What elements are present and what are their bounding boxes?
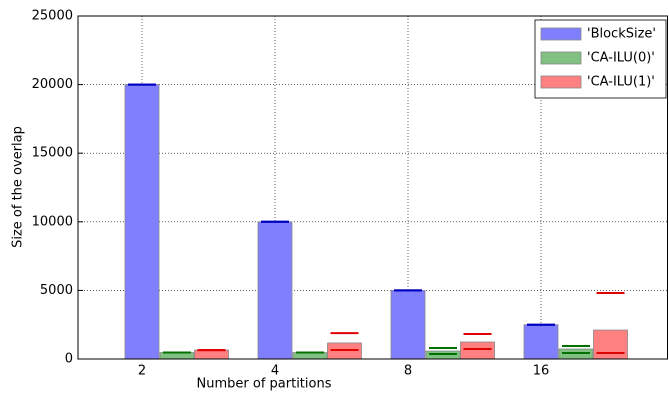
bar: [390, 289, 426, 360]
y-tick-label: 5000: [40, 283, 73, 298]
x-axis-title: Number of partitions: [197, 377, 332, 392]
bar: [124, 84, 160, 360]
y-tick-label: 10000: [32, 214, 73, 229]
x-tick-label: 8: [404, 364, 412, 379]
y-tick-label: 25000: [32, 9, 73, 24]
x-tick-label: 16: [533, 364, 550, 379]
bar: [257, 221, 293, 360]
bar: [523, 324, 559, 360]
y-axis-title: Size of the overlap: [11, 126, 26, 248]
bar: [558, 348, 594, 360]
y-tick-label: 15000: [32, 146, 73, 161]
y-tick-label: 0: [65, 352, 73, 367]
bar: [460, 341, 495, 360]
x-tick-label: 4: [271, 364, 279, 379]
legend-swatch: [540, 75, 582, 89]
legend-swatch: [540, 27, 582, 41]
legend-label: 'CA-ILU(0)': [587, 51, 655, 66]
legend-label: 'CA-ILU(1)': [587, 75, 655, 90]
x-tick-label: 2: [138, 364, 146, 379]
legend-swatch: [540, 51, 582, 65]
bar: [327, 342, 362, 360]
bar: [194, 349, 229, 360]
y-tick-label: 20000: [32, 77, 73, 92]
plot-frame: [77, 15, 668, 360]
legend-label: 'BlockSize': [587, 27, 656, 42]
bar: [593, 329, 628, 360]
